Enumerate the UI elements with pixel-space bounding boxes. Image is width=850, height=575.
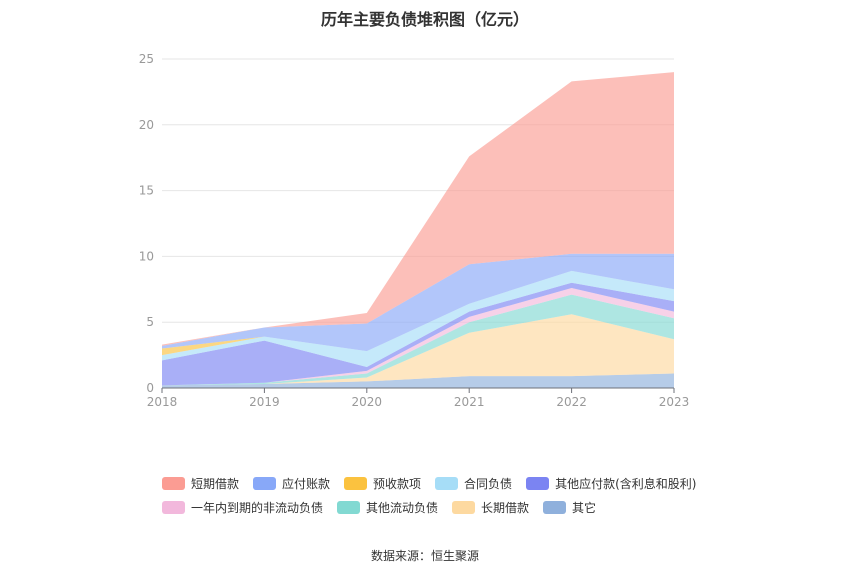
legend: 短期借款 应付账款 预收款项 合同负债 其他应付款(含利息和股利) 一年内到期的非流动负…	[162, 472, 722, 520]
y-tick-label: 25	[139, 52, 154, 66]
legend-label: 合同负债	[464, 476, 513, 491]
stacked-area-chart: 0 5 10 15 20 25 2018 2019 2020 2021 2022 2023	[139, 52, 690, 409]
axes: 0 5 10 15 20 25 2018 2019 2020 2021 2022 2023	[139, 52, 690, 409]
legend-row-1: 短期借款 应付账款 预收款项 合同负债 其他应付款(含利息和股利)	[162, 472, 722, 494]
legend-swatch	[344, 476, 368, 490]
legend-label: 其他应付款(含利息和股利)	[555, 476, 697, 491]
legend-item[interactable]: 一年内到期的非流动负债	[162, 499, 323, 516]
area-其他应付款(含利息和股利)	[162, 282, 674, 386]
y-tick-label: 5	[146, 315, 154, 329]
legend-item[interactable]: 其他应付款(含利息和股利)	[526, 475, 696, 492]
area-其它	[162, 373, 674, 388]
x-tick-label: 2022	[556, 395, 587, 409]
legend-item[interactable]: 短期借款	[162, 475, 239, 492]
legend-swatch	[526, 476, 550, 490]
legend-swatch	[543, 500, 567, 514]
data-source-note: 数据来源：恒生聚源	[370, 549, 479, 563]
legend-swatch	[162, 476, 185, 490]
legend-item[interactable]: 其它	[543, 499, 596, 516]
legend-item[interactable]: 其他流动负债	[337, 499, 438, 516]
chart-title: 历年主要负债堆积图（亿元）	[320, 10, 529, 29]
area-其他流动负债	[162, 294, 674, 386]
legend-label: 应付账款	[282, 476, 331, 491]
x-tick-label: 2021	[454, 395, 485, 409]
x-tick-label: 2018	[147, 395, 178, 409]
x-tick-label: 2019	[249, 395, 280, 409]
area-应付账款	[162, 253, 674, 352]
legend-swatch	[452, 500, 476, 514]
legend-swatch	[253, 476, 277, 490]
y-tick-label: 20	[139, 118, 154, 132]
legend-label: 一年内到期的非流动负债	[191, 500, 324, 515]
legend-label: 预收款项	[373, 476, 422, 491]
area-长期借款	[162, 314, 674, 386]
legend-label: 长期借款	[481, 500, 530, 515]
y-tick-label: 10	[139, 249, 154, 263]
legend-label: 其他流动负债	[366, 500, 439, 515]
area-短期借款	[162, 72, 674, 346]
legend-row-2: 一年内到期的非流动负债 其他流动负债 长期借款 其它	[162, 496, 722, 518]
x-tick-label: 2020	[352, 395, 383, 409]
legend-item[interactable]: 合同负债	[435, 475, 512, 492]
series-areas	[162, 72, 674, 388]
legend-item[interactable]: 应付账款	[253, 475, 330, 492]
area-合同负债	[162, 270, 674, 367]
legend-swatch	[162, 500, 185, 514]
legend-swatch	[435, 476, 459, 490]
x-tick-label: 2023	[659, 395, 690, 409]
legend-item[interactable]: 预收款项	[344, 475, 421, 492]
legend-label: 短期借款	[191, 476, 240, 491]
legend-label: 其它	[572, 500, 597, 515]
y-tick-label: 0	[146, 381, 154, 395]
legend-item[interactable]: 长期借款	[452, 499, 529, 516]
y-tick-label: 15	[139, 184, 154, 198]
legend-swatch	[337, 500, 361, 514]
